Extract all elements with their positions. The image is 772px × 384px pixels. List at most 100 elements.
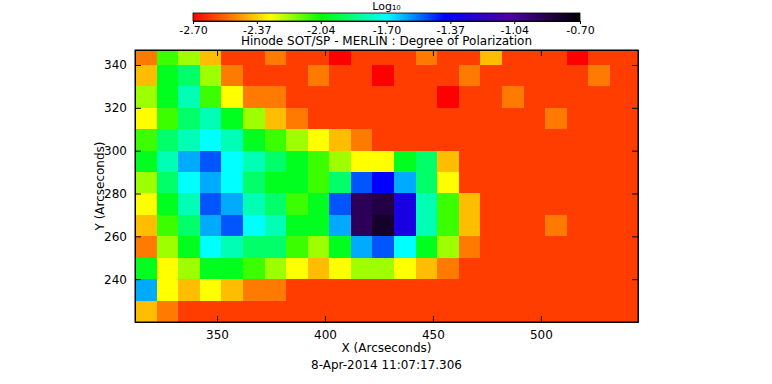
- cell: [178, 215, 200, 237]
- tick-label: 340: [104, 58, 127, 72]
- tick-mark: [135, 279, 141, 280]
- cell: [588, 258, 610, 280]
- cell: [545, 108, 567, 130]
- cell: [200, 86, 222, 108]
- cell: [286, 193, 308, 215]
- cell: [135, 65, 157, 87]
- cell: [265, 151, 287, 173]
- cell: [524, 50, 546, 65]
- tick: 340: [104, 58, 141, 72]
- tick: 240: [104, 273, 141, 287]
- tick-mark: [135, 108, 141, 109]
- cell: [329, 279, 351, 301]
- cell: [437, 86, 459, 108]
- cell: [610, 301, 632, 322]
- cell: [351, 258, 373, 280]
- cell: [588, 129, 610, 151]
- cell: [265, 129, 287, 151]
- cell: [329, 151, 351, 173]
- tick: [632, 108, 638, 109]
- cell: [632, 50, 638, 65]
- tick: -0.70: [566, 21, 594, 37]
- cell: [567, 86, 589, 108]
- cell: [416, 65, 438, 87]
- tick-label: 350: [206, 328, 229, 342]
- cell: [372, 236, 394, 258]
- cell: [329, 236, 351, 258]
- cell: [200, 258, 222, 280]
- cell: [221, 50, 243, 65]
- cell: [437, 301, 459, 322]
- cell: [459, 236, 481, 258]
- cell: [545, 151, 567, 173]
- cell: [286, 86, 308, 108]
- cell: [632, 193, 638, 215]
- cell: [632, 215, 638, 237]
- cell: [502, 258, 524, 280]
- cell: [351, 151, 373, 173]
- cell: [610, 50, 632, 65]
- cell: [135, 258, 157, 280]
- cell: [329, 86, 351, 108]
- cell: [437, 279, 459, 301]
- cell: [286, 279, 308, 301]
- cell: [286, 108, 308, 130]
- tick-label: 450: [422, 328, 445, 342]
- tick-mark: [433, 50, 434, 56]
- cell: [524, 151, 546, 173]
- tick-mark: [135, 65, 141, 66]
- cell: [588, 172, 610, 194]
- cell: [502, 86, 524, 108]
- tick: 400: [314, 316, 337, 342]
- cell: [502, 193, 524, 215]
- cell: [221, 172, 243, 194]
- cell: [157, 65, 179, 87]
- cell: [286, 151, 308, 173]
- cell: [372, 172, 394, 194]
- cell: [502, 129, 524, 151]
- axis-line: [632, 51, 639, 323]
- cell: [329, 50, 351, 65]
- x-axis: 350 400 450 500: [136, 316, 639, 342]
- cell: [329, 215, 351, 237]
- cell: [567, 50, 589, 65]
- cell: [329, 129, 351, 151]
- cell: [286, 215, 308, 237]
- cell: [178, 258, 200, 280]
- cell: [394, 215, 416, 237]
- cell: [394, 236, 416, 258]
- cell: [394, 129, 416, 151]
- tick: 300: [104, 144, 141, 158]
- cell: [610, 65, 632, 87]
- cell: [632, 172, 638, 194]
- cell: [545, 215, 567, 237]
- title: Hinode SOT/SP - MERLIN : Degree of Polar…: [241, 34, 532, 48]
- cell: [243, 108, 265, 130]
- cell: [502, 215, 524, 237]
- cell: [286, 50, 308, 65]
- cell: [502, 172, 524, 194]
- cell: [394, 279, 416, 301]
- cell: [545, 86, 567, 108]
- cell: [372, 279, 394, 301]
- cell: [567, 236, 589, 258]
- cell: [545, 129, 567, 151]
- cell: [610, 193, 632, 215]
- tick: [632, 65, 638, 66]
- cell: [351, 301, 373, 322]
- cell: [610, 215, 632, 237]
- cell: [221, 108, 243, 130]
- cell: [372, 215, 394, 237]
- colorbar: [193, 13, 580, 21]
- cell: [286, 129, 308, 151]
- cell: [632, 301, 638, 322]
- cell: [610, 279, 632, 301]
- cell: [502, 279, 524, 301]
- y-axis-title: Y (Arcseconds): [93, 141, 107, 231]
- cell: [480, 65, 502, 87]
- tick-mark: [632, 65, 638, 66]
- tick-label: 500: [530, 328, 553, 342]
- cell: [243, 129, 265, 151]
- cell: [502, 65, 524, 87]
- cell: [329, 301, 351, 322]
